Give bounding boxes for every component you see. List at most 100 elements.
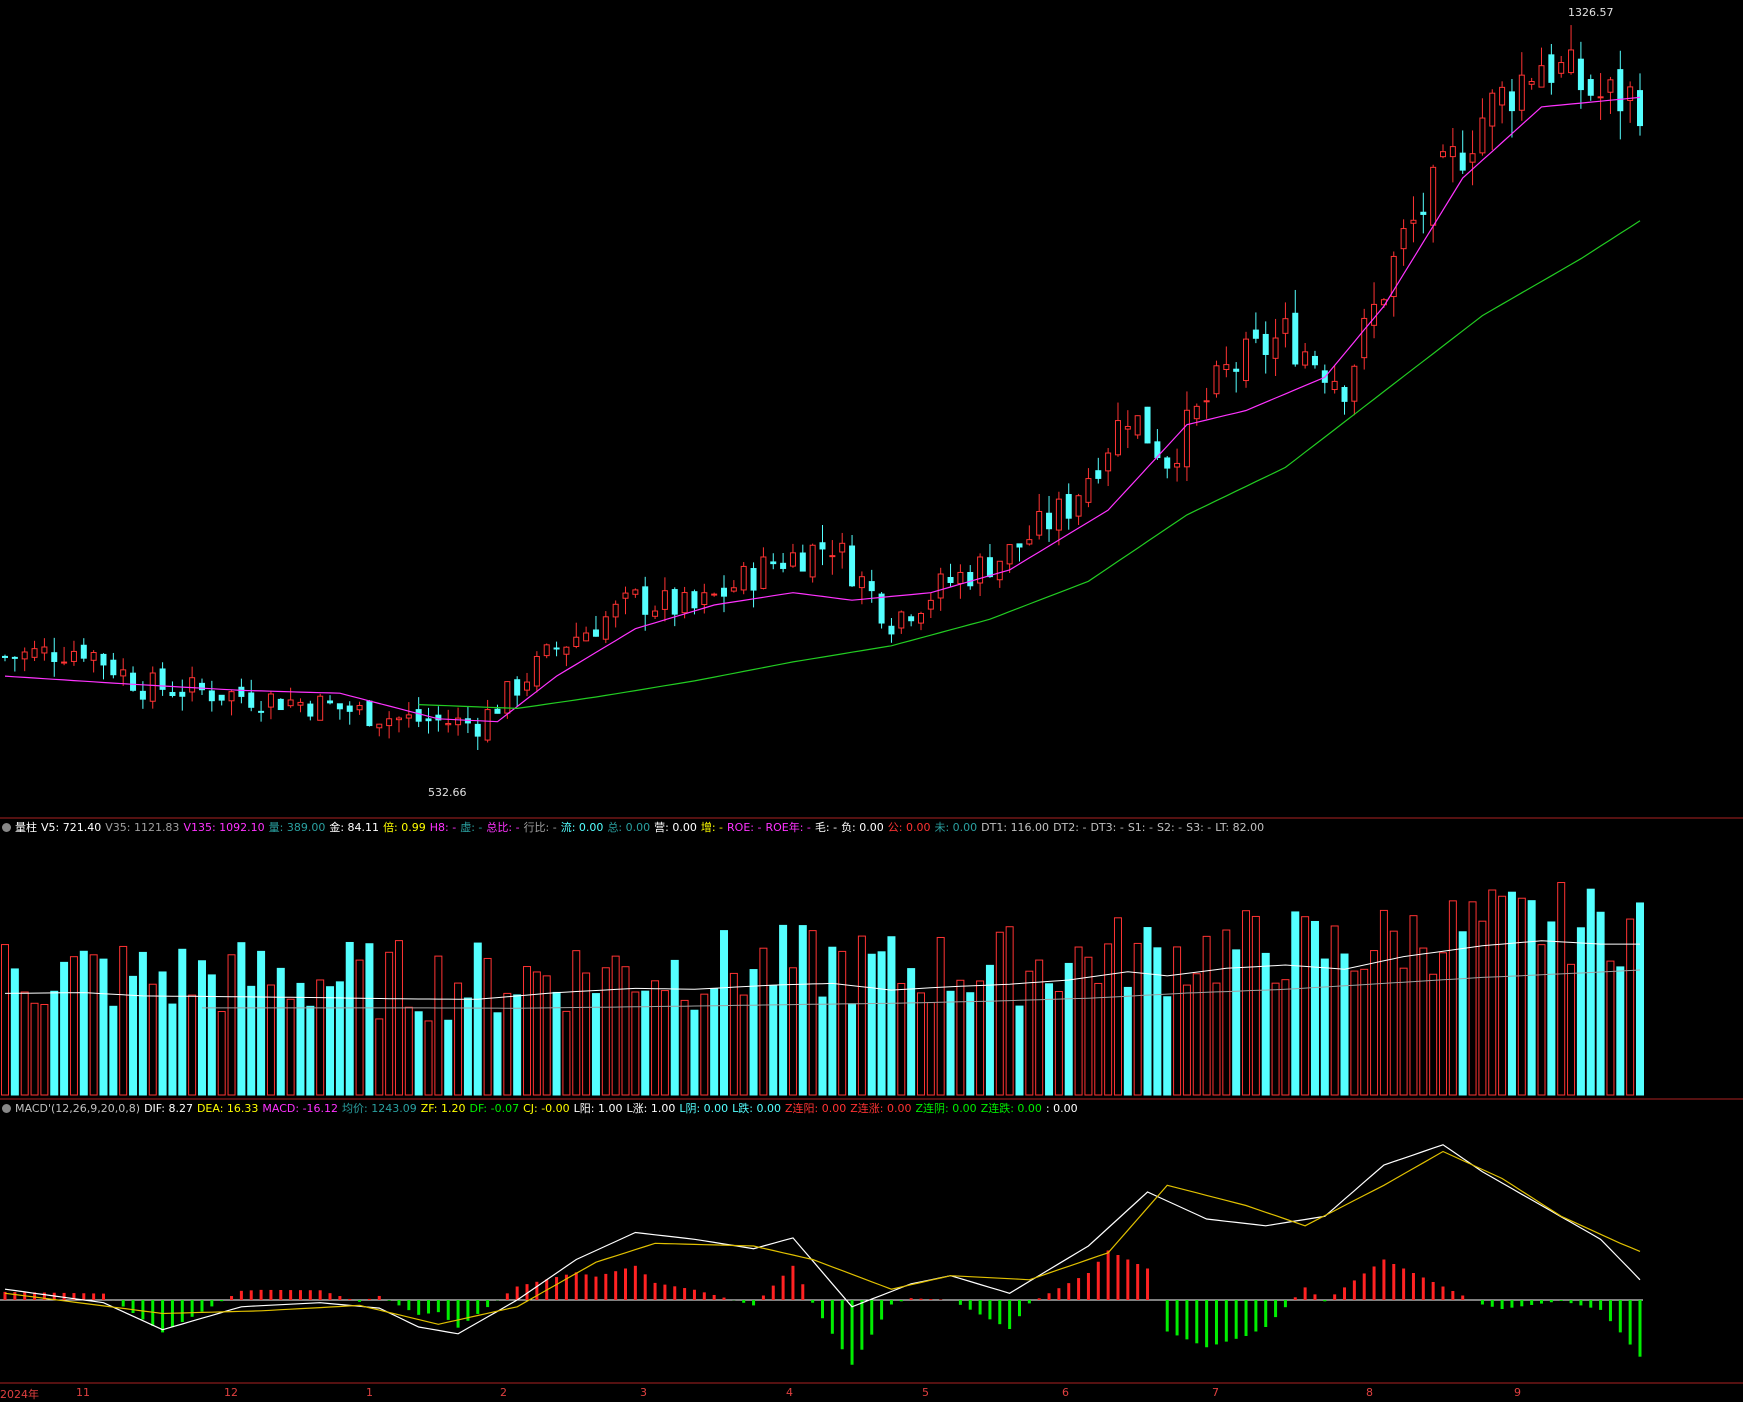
price-candle xyxy=(189,677,196,693)
volume-bar xyxy=(1507,891,1516,1096)
indicator-value: : 0.00 xyxy=(1045,1102,1078,1115)
price-candle xyxy=(1617,69,1624,112)
price-candle xyxy=(1528,80,1535,85)
volume-bar xyxy=(1104,943,1113,1096)
indicator-value: 负: 0.00 xyxy=(841,821,884,834)
volume-bar xyxy=(1517,897,1526,1096)
price-candle xyxy=(1193,405,1200,420)
volume-bar xyxy=(1301,916,1310,1096)
price-candle xyxy=(1233,368,1240,372)
price-candle xyxy=(553,647,560,650)
volume-bar xyxy=(473,942,482,1096)
price-candle xyxy=(858,576,865,589)
price-candle xyxy=(228,691,235,702)
volume-bar xyxy=(326,986,335,1096)
indicator-value: DEA: 16.33 xyxy=(196,1102,259,1115)
x-axis-label: 7 xyxy=(1212,1386,1219,1399)
price-candle xyxy=(1538,65,1545,88)
indicator-value: L阴: 0.00 xyxy=(679,1102,729,1115)
indicator-value: 量柱 xyxy=(15,821,37,834)
x-axis-label: 6 xyxy=(1062,1386,1069,1399)
x-axis-label: 9 xyxy=(1514,1386,1521,1399)
volume-bar xyxy=(30,1002,39,1096)
price-candle xyxy=(1400,228,1407,250)
volume-bar xyxy=(1202,935,1211,1096)
price-candle xyxy=(1341,386,1348,402)
volume-bar xyxy=(1291,911,1300,1096)
settings-icon[interactable] xyxy=(2,822,11,832)
volume-panel xyxy=(1,882,1644,1096)
price-candle xyxy=(543,644,550,657)
indicator-value: 虚: - xyxy=(460,821,483,834)
price-candle xyxy=(642,586,649,615)
price-candle xyxy=(917,612,924,624)
price-candle xyxy=(238,686,245,697)
volume-bar xyxy=(257,950,266,1096)
volume-bar xyxy=(1478,920,1487,1096)
price-candle xyxy=(455,717,462,726)
price-candle xyxy=(198,682,205,691)
ma-short-line xyxy=(4,96,1641,723)
volume-bar xyxy=(936,936,945,1096)
indicator-value: 行比: - xyxy=(523,821,557,834)
price-candle xyxy=(139,690,146,700)
volume-bar xyxy=(1547,921,1556,1096)
price-candle xyxy=(967,572,974,587)
x-axis-label: 11 xyxy=(76,1386,90,1399)
price-candle xyxy=(80,644,87,659)
x-axis-label: 8 xyxy=(1366,1386,1373,1399)
volume-bar xyxy=(1153,947,1162,1096)
price-candle xyxy=(317,695,324,721)
price-candle xyxy=(1302,351,1309,366)
price-candle xyxy=(898,611,905,629)
price-candle xyxy=(1508,91,1515,112)
volume-bar xyxy=(916,992,925,1096)
x-axis-label: 1 xyxy=(366,1386,373,1399)
volume-bar xyxy=(444,1019,453,1096)
price-candle xyxy=(721,587,728,597)
price-candle xyxy=(1518,74,1525,111)
volume-bar xyxy=(493,1012,502,1096)
indicator-value: 毛: - xyxy=(814,821,838,834)
price-candle xyxy=(2,655,8,658)
volume-bar xyxy=(168,1003,177,1096)
indicator-value: L涨: 1.00 xyxy=(626,1102,676,1115)
indicator-value: Z连阴: 0.00 xyxy=(915,1102,977,1115)
settings-icon[interactable] xyxy=(2,1103,11,1113)
price-candle xyxy=(592,629,599,637)
volume-bar xyxy=(985,964,994,1096)
price-candle xyxy=(70,650,77,662)
volume-bar xyxy=(1458,931,1467,1096)
volume-bar xyxy=(1350,970,1359,1096)
volume-bar xyxy=(1488,889,1497,1096)
price-candle xyxy=(661,590,668,610)
volume-bar xyxy=(1409,915,1418,1096)
price-candle xyxy=(533,655,540,687)
volume-bar xyxy=(769,984,778,1096)
price-candle xyxy=(218,694,225,701)
price-candle xyxy=(514,679,521,696)
price-candle xyxy=(652,610,659,617)
volume-bar xyxy=(651,980,660,1096)
volume-bar xyxy=(217,1011,226,1096)
price-candle xyxy=(1449,146,1456,158)
indicator-value: L阳: 1.00 xyxy=(573,1102,623,1115)
volume-bar xyxy=(79,950,88,1096)
volume-bar xyxy=(266,984,275,1096)
volume-bar xyxy=(660,990,669,1096)
price-candle xyxy=(701,592,708,606)
indicator-value: 公: 0.00 xyxy=(887,821,931,834)
price-candle xyxy=(31,648,38,658)
price-candle xyxy=(1489,92,1496,127)
volume-bar xyxy=(749,969,758,1096)
price-candle xyxy=(1183,409,1190,468)
volume-bar xyxy=(1606,960,1615,1096)
volume-bar xyxy=(1074,946,1083,1096)
price-candle xyxy=(1459,152,1466,171)
price-candle xyxy=(208,690,215,702)
price-candle xyxy=(1430,166,1437,226)
volume-bar xyxy=(286,998,295,1096)
price-candle xyxy=(888,625,895,635)
macd-header: MACD'(12,26,9,20,0,8) DIF: 8.27 DEA: 16.33… xyxy=(0,1100,1086,1116)
